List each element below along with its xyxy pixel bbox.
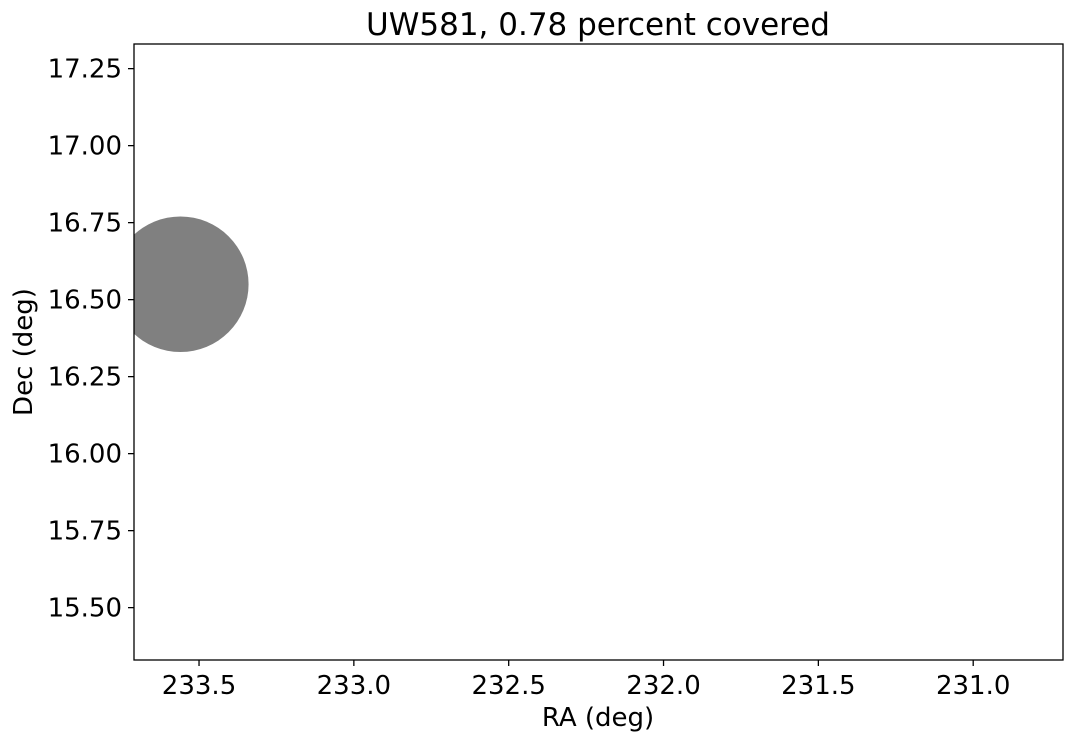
x-tick-label: 231.5 <box>781 671 855 701</box>
y-tick-label: 17.25 <box>48 55 122 85</box>
x-axis-label: RA (deg) <box>542 703 654 733</box>
y-tick-label: 16.50 <box>48 286 122 316</box>
x-tick-label: 231.0 <box>936 671 1010 701</box>
y-tick-label: 16.25 <box>48 363 122 393</box>
y-axis: 15.50 15.75 16.00 16.25 16.50 16.75 17.00 17.25 <box>48 55 134 624</box>
y-tick-label: 15.75 <box>48 517 122 547</box>
x-tick-label: 233.5 <box>162 671 236 701</box>
plot-area <box>134 216 249 352</box>
x-tick-label: 232.5 <box>471 671 545 701</box>
plot-frame <box>133 43 1064 661</box>
y-tick-label: 17.00 <box>48 132 122 162</box>
y-tick-label: 15.50 <box>48 594 122 624</box>
chart-title: UW581, 0.78 percent covered <box>366 7 830 43</box>
x-tick-label: 232.0 <box>626 671 700 701</box>
y-tick-label: 16.00 <box>48 440 122 470</box>
coverage-footprint-0 <box>134 216 249 352</box>
y-tick-label: 16.75 <box>48 209 122 239</box>
x-tick-label: 233.0 <box>317 671 391 701</box>
y-axis-label: Dec (deg) <box>9 288 39 416</box>
x-axis: 233.5 233.0 232.5 232.0 231.5 231.0 <box>162 660 1010 701</box>
